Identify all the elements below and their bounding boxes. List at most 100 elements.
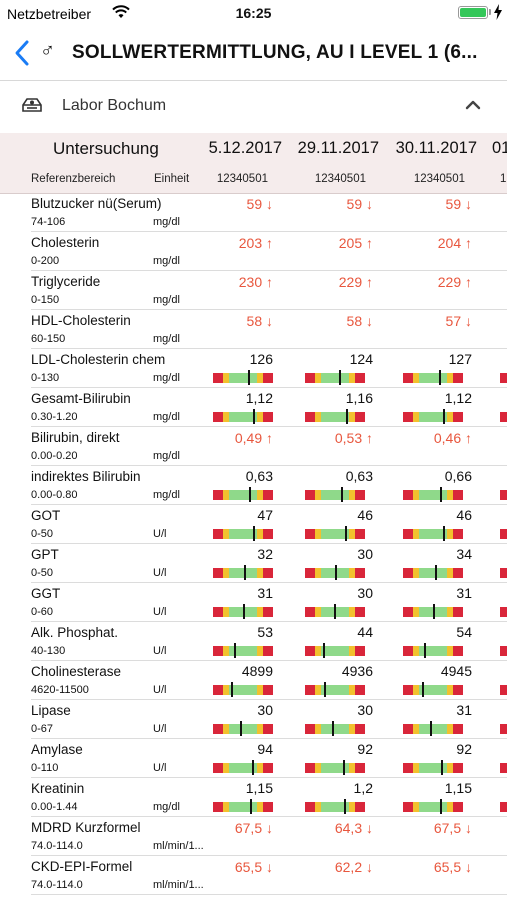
chevron-up-icon[interactable] bbox=[465, 100, 481, 110]
result-value[interactable]: 47 bbox=[257, 507, 273, 523]
result-value[interactable]: 0,49 ↑ bbox=[234, 430, 273, 446]
result-value[interactable]: 31 bbox=[456, 585, 472, 601]
result-value[interactable]: 65,5 ↓ bbox=[234, 859, 273, 875]
column-date[interactable]: 01 bbox=[492, 139, 507, 157]
column-date[interactable]: 30.11.2017 bbox=[395, 139, 477, 157]
result-value[interactable]: 67,5 ↓ bbox=[234, 820, 273, 836]
unit-label: mg/dl bbox=[153, 294, 180, 306]
result-value[interactable]: 31 bbox=[456, 702, 472, 718]
gauge-segment bbox=[349, 724, 355, 734]
result-value[interactable]: 30 bbox=[357, 585, 373, 601]
gauge-marker bbox=[240, 721, 242, 736]
gauge-segment bbox=[263, 412, 273, 422]
result-value[interactable]: 0,53 ↑ bbox=[334, 430, 373, 446]
table-row[interactable]: HDL-Cholesterin 60-150 mg/dl 58 ↓ 58 ↓ 57 ↓ bbox=[0, 310, 507, 349]
result-value[interactable]: 229 ↑ bbox=[437, 274, 472, 290]
row-divider bbox=[31, 426, 507, 427]
result-value[interactable]: 204 ↑ bbox=[437, 235, 472, 251]
table-row[interactable]: Blutzucker nü(Serum) 74-106 mg/dl 59 ↓ 59 ↓ 5… bbox=[0, 193, 507, 232]
gauge-segment bbox=[223, 724, 229, 734]
result-value[interactable]: 1,16 bbox=[345, 390, 373, 406]
result-value[interactable]: 1,12 bbox=[245, 390, 273, 406]
column-date[interactable]: 29.11.2017 bbox=[297, 139, 379, 157]
lab-section-header[interactable]: Labor Bochum bbox=[0, 81, 507, 131]
range-gauge bbox=[213, 526, 273, 541]
table-row[interactable]: Cholinesterase 4620-11500 U/l 4899 4936 4945 bbox=[0, 661, 507, 700]
result-value[interactable]: 58 ↓ bbox=[246, 313, 273, 329]
result-value[interactable]: 32 bbox=[257, 546, 273, 562]
next-column-edge bbox=[500, 373, 507, 383]
result-value[interactable]: 4899 bbox=[241, 663, 273, 679]
result-value[interactable]: 46 bbox=[357, 507, 373, 523]
result-value[interactable]: 0,46 ↑ bbox=[433, 430, 472, 446]
table-row[interactable]: Cholesterin 0-200 mg/dl 203 ↑ 205 ↑ 204 ↑ bbox=[0, 232, 507, 271]
result-value[interactable]: 0,63 bbox=[345, 468, 373, 484]
result-value[interactable]: 30 bbox=[357, 546, 373, 562]
result-value[interactable]: 34 bbox=[456, 546, 472, 562]
result-value[interactable]: 67,5 ↓ bbox=[433, 820, 472, 836]
range-gauge bbox=[305, 682, 365, 697]
unit-label: U/l bbox=[153, 684, 167, 696]
table-row[interactable]: CKD-EPI-Formel 74.0-114.0 ml/min/1... 65,5 … bbox=[0, 856, 507, 895]
column-date[interactable]: 5.12.2017 bbox=[208, 139, 282, 157]
gauge-segment bbox=[263, 646, 273, 656]
exam-name: Lipase bbox=[31, 703, 71, 718]
table-row[interactable]: Bilirubin, direkt 0.00-0.20 mg/dl 0,49 ↑ 0,5… bbox=[0, 427, 507, 466]
table-row[interactable]: GOT 0-50 U/l 47 46 46 bbox=[0, 505, 507, 544]
table-row[interactable]: Kreatinin 0.00-1.44 mg/dl 1,15 1,2 1,15 bbox=[0, 778, 507, 817]
result-value[interactable]: 92 bbox=[456, 741, 472, 757]
result-value[interactable]: 1,2 bbox=[353, 780, 373, 796]
result-value[interactable]: 44 bbox=[357, 624, 373, 640]
table-row[interactable]: Triglyceride 0-150 mg/dl 230 ↑ 229 ↑ 229 ↑ bbox=[0, 271, 507, 310]
table-row[interactable]: Alk. Phosphat. 40-130 U/l 53 44 54 bbox=[0, 622, 507, 661]
result-value[interactable]: 4945 bbox=[440, 663, 472, 679]
table-row[interactable]: Amylase 0-110 U/l 94 92 92 bbox=[0, 739, 507, 778]
table-row[interactable]: GGT 0-60 U/l 31 30 31 bbox=[0, 583, 507, 622]
range-gauge bbox=[403, 487, 463, 502]
result-value[interactable]: 229 ↑ bbox=[338, 274, 373, 290]
result-value[interactable]: 127 bbox=[448, 351, 472, 367]
gauge-segment bbox=[213, 685, 223, 695]
header-unit: Einheit bbox=[154, 173, 190, 185]
result-value[interactable]: 53 bbox=[257, 624, 273, 640]
result-value[interactable]: 30 bbox=[357, 702, 373, 718]
result-value[interactable]: 65,5 ↓ bbox=[433, 859, 472, 875]
back-chevron-icon[interactable] bbox=[12, 39, 34, 67]
result-value[interactable]: 46 bbox=[456, 507, 472, 523]
result-value[interactable]: 57 ↓ bbox=[445, 313, 472, 329]
result-value[interactable]: 124 bbox=[349, 351, 373, 367]
result-value[interactable]: 59 ↓ bbox=[445, 196, 472, 212]
result-value[interactable]: 1,15 bbox=[444, 780, 472, 796]
result-value[interactable]: 62,2 ↓ bbox=[334, 859, 373, 875]
exam-name: GPT bbox=[31, 547, 59, 562]
result-value[interactable]: 94 bbox=[257, 741, 273, 757]
result-value[interactable]: 59 ↓ bbox=[246, 196, 273, 212]
table-row[interactable]: LDL-Cholesterin chem 0-130 mg/dl 126 124 127 bbox=[0, 349, 507, 388]
result-value[interactable]: 58 ↓ bbox=[346, 313, 373, 329]
table-row[interactable]: Lipase 0-67 U/l 30 30 31 bbox=[0, 700, 507, 739]
result-value[interactable]: 59 ↓ bbox=[346, 196, 373, 212]
result-value[interactable]: 203 ↑ bbox=[238, 235, 273, 251]
result-value[interactable]: 230 ↑ bbox=[238, 274, 273, 290]
result-value[interactable]: 54 bbox=[456, 624, 472, 640]
result-value[interactable]: 31 bbox=[257, 585, 273, 601]
result-value[interactable]: 205 ↑ bbox=[338, 235, 373, 251]
result-value[interactable]: 30 bbox=[257, 702, 273, 718]
result-value[interactable]: 64,3 ↓ bbox=[334, 820, 373, 836]
column-id: 12340501 bbox=[216, 173, 268, 185]
result-value[interactable]: 1,15 bbox=[245, 780, 273, 796]
table-row[interactable]: Gesamt-Bilirubin 0.30-1.20 mg/dl 1,12 1,16 1,… bbox=[0, 388, 507, 427]
result-value[interactable]: 126 bbox=[249, 351, 273, 367]
table-row[interactable]: GPT 0-50 U/l 32 30 34 bbox=[0, 544, 507, 583]
lab-results-list[interactable]: Blutzucker nü(Serum) 74-106 mg/dl 59 ↓ 59 ↓ 5… bbox=[0, 193, 507, 900]
navigation-bar: ♂ SOLLWERTERMITTLUNG, AU I LEVEL 1 (6... bbox=[0, 28, 507, 81]
battery-icon bbox=[458, 6, 488, 19]
result-value[interactable]: 0,66 bbox=[444, 468, 472, 484]
result-value[interactable]: 0,63 bbox=[245, 468, 273, 484]
table-row[interactable]: indirektes Bilirubin 0.00-0.80 mg/dl 0,63 0,… bbox=[0, 466, 507, 505]
gauge-segment bbox=[355, 685, 365, 695]
result-value[interactable]: 1,12 bbox=[444, 390, 472, 406]
table-row[interactable]: MDRD Kurzformel 74.0-114.0 ml/min/1... 67,5… bbox=[0, 817, 507, 856]
result-value[interactable]: 92 bbox=[357, 741, 373, 757]
result-value[interactable]: 4936 bbox=[341, 663, 373, 679]
